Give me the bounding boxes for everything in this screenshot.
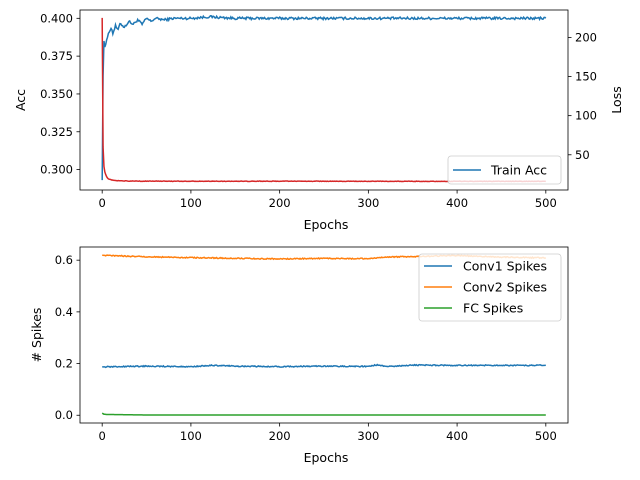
accuracy-loss-chart: 0 100 200 300 400 500 0.300 0.325 0.350 0.375 0.40… bbox=[13, 9, 624, 232]
top-y2-tick-label: 200 bbox=[575, 30, 597, 44]
bottom-x-tick-label: 100 bbox=[180, 429, 202, 443]
top-x-tick-label: 400 bbox=[446, 196, 468, 210]
bottom-x-tick-label: 0 bbox=[99, 429, 106, 443]
bottom-x-tick-label: 400 bbox=[446, 429, 468, 443]
top-y2-axis-label: Loss bbox=[609, 86, 624, 113]
bottom-y-tick-label: 0.0 bbox=[55, 408, 73, 422]
legend-fc-label: FC Spikes bbox=[463, 301, 523, 316]
top-x-tick-label: 200 bbox=[269, 196, 291, 210]
top-series-line-0 bbox=[101, 14, 547, 181]
top-legend: Train Acc bbox=[447, 155, 562, 185]
top-y2-tick-label: 100 bbox=[575, 109, 597, 123]
top-y-tick-label: 0.325 bbox=[40, 125, 73, 139]
bottom-y-tick-label: 0.4 bbox=[55, 305, 73, 319]
top-x-tick-label: 300 bbox=[357, 196, 379, 210]
legend-train-acc-label: Train Acc bbox=[490, 163, 547, 178]
bottom-plot-frame bbox=[79, 246, 569, 424]
legend-conv2-label: Conv2 Spikes bbox=[463, 280, 547, 295]
top-x-axis-label: Epochs bbox=[304, 217, 349, 232]
bottom-axis-ticks: 0 100 200 300 400 500 0.0 0.2 0.4 0.6 bbox=[55, 253, 557, 443]
top-y-tick-label: 0.400 bbox=[40, 11, 73, 25]
top-x-tick-label: 500 bbox=[535, 196, 557, 210]
bottom-y-tick-label: 0.6 bbox=[55, 253, 73, 267]
bottom-legend: Conv1 Spikes Conv2 Spikes FC Spikes bbox=[418, 253, 562, 322]
top-legend-box bbox=[447, 155, 562, 185]
bottom-series-line-2 bbox=[101, 412, 546, 416]
bottom-x-tick-label: 200 bbox=[269, 429, 291, 443]
top-y-tick-label: 0.375 bbox=[40, 49, 73, 63]
bottom-x-tick-label: 300 bbox=[357, 429, 379, 443]
top-axis-ticks: 0 100 200 300 400 500 0.300 0.325 0.350 0.375 0.40… bbox=[40, 11, 597, 210]
bottom-y-tick-label: 0.2 bbox=[55, 357, 73, 371]
top-y-axis-label: Acc bbox=[13, 89, 28, 111]
top-x-tick-label: 0 bbox=[99, 196, 106, 210]
spikes-chart: 0 100 200 300 400 500 0.0 0.2 0.4 0.6 Epochs # Sp… bbox=[29, 246, 569, 465]
bottom-legend-box bbox=[418, 253, 562, 322]
top-plot-frame bbox=[79, 9, 569, 191]
top-y2-tick-label: 150 bbox=[575, 70, 597, 84]
bottom-y-axis-label: # Spikes bbox=[29, 308, 44, 363]
bottom-series-line-0 bbox=[102, 363, 546, 369]
top-y-tick-label: 0.350 bbox=[40, 87, 73, 101]
top-y2-tick-label: 50 bbox=[575, 148, 590, 162]
top-y-tick-label: 0.300 bbox=[40, 163, 73, 177]
top-x-tick-label: 100 bbox=[180, 196, 202, 210]
bottom-x-axis-label: Epochs bbox=[304, 450, 349, 465]
bottom-x-tick-label: 500 bbox=[535, 429, 557, 443]
legend-conv1-label: Conv1 Spikes bbox=[463, 259, 547, 274]
